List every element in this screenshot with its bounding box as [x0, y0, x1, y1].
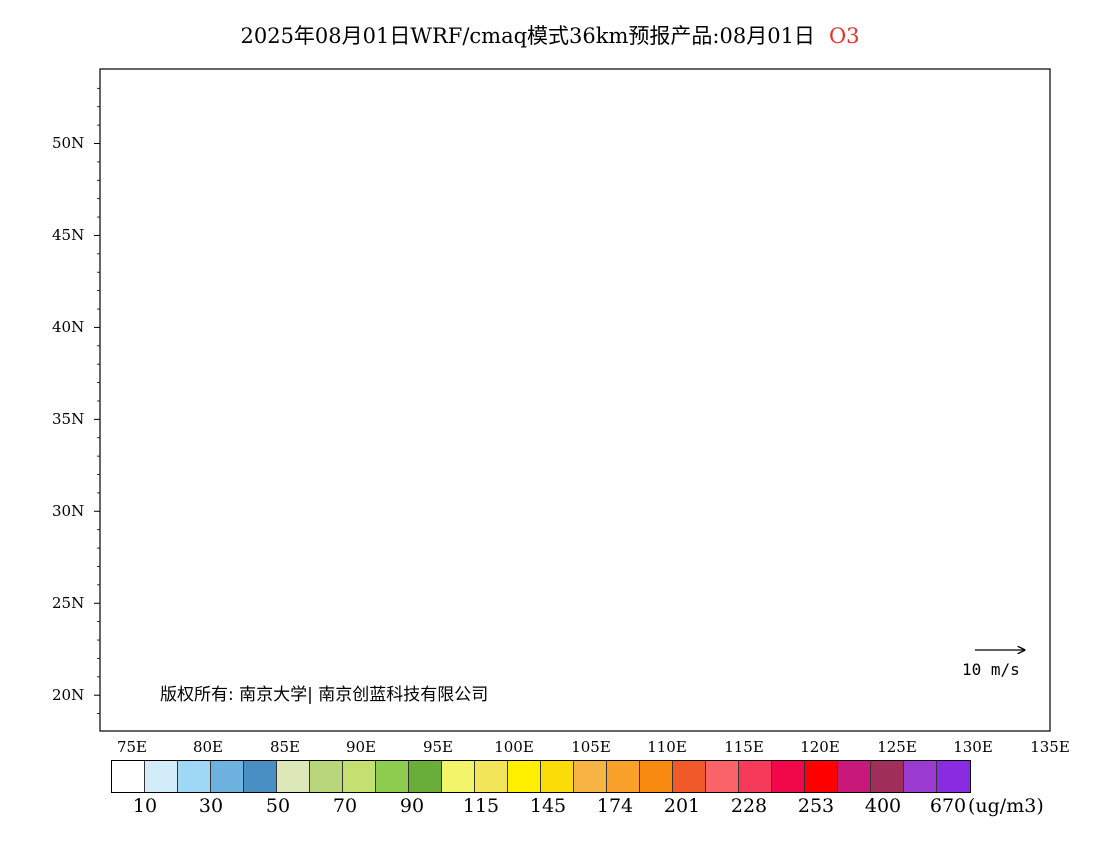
colorbar-label-400: 400 [864, 795, 902, 817]
colorbar-label-50: 50 [265, 795, 291, 817]
lon-label-125: 125E [877, 738, 917, 756]
colorbar-cell [574, 761, 607, 792]
title-main: 2025年08月01日WRF/cmaq模式36km预报产品:08月01日 [240, 24, 815, 48]
colorbar-cell [904, 761, 937, 792]
colorbar-cell [343, 761, 376, 792]
lon-label-130: 130E [953, 738, 993, 756]
colorbar-cell [838, 761, 871, 792]
colorbar-label-228: 228 [730, 795, 768, 817]
lon-label-90: 90E [345, 738, 377, 756]
lat-label-20: 20N [52, 686, 85, 704]
colorbar-label-670: 670 [929, 795, 967, 817]
lat-label-25: 25N [52, 594, 85, 612]
colorbar-cell [739, 761, 772, 792]
colorbar-cell [277, 761, 310, 792]
colorbar-label-145: 145 [529, 795, 567, 817]
lon-label-75: 75E [116, 738, 148, 756]
copyright-text: 版权所有: 南京大学| 南京创蓝科技有限公司 [160, 685, 489, 705]
colorbar-cell [442, 761, 475, 792]
colorbar-cell [937, 761, 970, 792]
colorbar-cell [178, 761, 211, 792]
colorbar-label-30: 30 [198, 795, 224, 817]
lat-label-45: 45N [52, 226, 85, 244]
axis-ticks [94, 87, 100, 714]
field-base [100, 69, 1050, 731]
colorbar-label-90: 90 [399, 795, 425, 817]
colorbar-label-10: 10 [132, 795, 158, 817]
colorbar-label-201: 201 [663, 795, 701, 817]
lat-label-35: 35N [52, 410, 85, 428]
colorbar-cell [112, 761, 145, 792]
lon-label-110: 110E [647, 738, 687, 756]
colorbar-cell [475, 761, 508, 792]
lon-label-120: 120E [800, 738, 840, 756]
lon-label-100: 100E [494, 738, 534, 756]
colorbar-cell [541, 761, 574, 792]
colorbar [111, 760, 971, 793]
lat-label-50: 50N [52, 134, 85, 152]
ozone-concentration-field [100, 69, 1100, 731]
colorbar-cell [706, 761, 739, 792]
colorbar-cell [607, 761, 640, 792]
colorbar-unit: (ug/m3) [968, 795, 1044, 817]
colorbar-cell [640, 761, 673, 792]
lat-label-30: 30N [52, 502, 85, 520]
lat-label-40: 40N [52, 318, 85, 336]
colorbar-cell [805, 761, 838, 792]
colorbar-cell [673, 761, 706, 792]
colorbar-cell [772, 761, 805, 792]
lon-label-85: 85E [269, 738, 301, 756]
colorbar-cell [145, 761, 178, 792]
colorbar-cell [409, 761, 442, 792]
lon-label-95: 95E [422, 738, 454, 756]
reference-vector-label: 10 m/s [962, 660, 1020, 679]
colorbar-label-115: 115 [462, 795, 500, 817]
colorbar-label-174: 174 [596, 795, 634, 817]
colorbar-cell [310, 761, 343, 792]
colorbar-cell [376, 761, 409, 792]
chart-title: 2025年08月01日WRF/cmaq模式36km预报产品:08月01日 O3 [0, 20, 1100, 50]
colorbar-label-70: 70 [332, 795, 358, 817]
colorbar-cell [508, 761, 541, 792]
lon-label-135: 135E [1030, 738, 1070, 756]
lon-label-115: 115E [724, 738, 764, 756]
colorbar-label-253: 253 [797, 795, 835, 817]
lon-label-80: 80E [192, 738, 224, 756]
colorbar-cell [871, 761, 904, 792]
colorbar-cell [244, 761, 277, 792]
title-pollutant: O3 [828, 24, 860, 48]
map-frame [99, 68, 1051, 732]
lon-label-105: 105E [571, 738, 611, 756]
colorbar-cell [211, 761, 244, 792]
